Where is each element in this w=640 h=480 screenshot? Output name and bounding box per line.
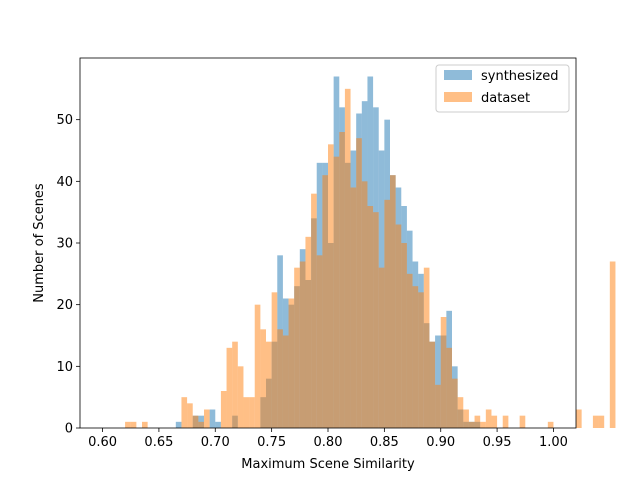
bar-dataset-58: [429, 341, 436, 428]
bar-dataset-38: [316, 255, 323, 428]
legend-swatch-dataset: [444, 92, 472, 102]
y-tick-label: 0: [65, 422, 73, 437]
bar-dataset-52: [395, 224, 402, 428]
bar-dataset-34: [294, 267, 300, 428]
bar-dataset-26: [249, 397, 255, 428]
bar-dataset-16: [192, 415, 199, 428]
series-dataset: [125, 88, 616, 429]
bar-dataset-7: [142, 421, 148, 428]
bar-dataset-28: [260, 329, 266, 428]
x-tick-label: 0.60: [88, 435, 117, 450]
bar-dataset-57: [423, 267, 430, 428]
y-tick-label: 50: [56, 113, 73, 128]
bar-dataset-22: [226, 347, 233, 428]
legend: synthesized dataset: [435, 64, 570, 113]
bar-dataset-90: [609, 261, 616, 428]
x-tick-label: 0.85: [370, 435, 399, 450]
bar-dataset-71: [502, 415, 509, 428]
bar-dataset-32: [282, 335, 289, 428]
bar-dataset-56: [418, 292, 424, 428]
bar-dataset-87: [592, 415, 599, 428]
bar-dataset-27: [254, 304, 261, 428]
bar-dataset-17: [198, 421, 204, 428]
bar-dataset-45: [356, 138, 362, 429]
bar-dataset-68: [485, 409, 492, 428]
bar-dataset-39: [322, 175, 328, 428]
bar-dataset-65: [468, 421, 475, 428]
bar-dataset-40: [328, 144, 334, 428]
bar-dataset-51: [390, 175, 396, 428]
bar-dataset-48: [373, 212, 379, 428]
legend-label-dataset: dataset: [481, 91, 530, 106]
bar-dataset-4: [125, 421, 131, 428]
bar-synthesized-59: [435, 335, 441, 428]
bar-dataset-59: [435, 384, 441, 428]
bar-dataset-60: [440, 317, 447, 428]
bar-dataset-50: [384, 199, 390, 428]
bar-dataset-21: [220, 391, 227, 428]
bar-dataset-53: [401, 243, 407, 428]
bar-dataset-66: [474, 415, 481, 428]
y-tick-label: 20: [56, 298, 73, 313]
bar-dataset-47: [367, 206, 374, 428]
x-tick-label: 0.75: [257, 435, 286, 450]
bar-dataset-30: [271, 292, 278, 428]
bar-dataset-18: [204, 409, 210, 428]
x-tick-label: 0.80: [314, 435, 343, 450]
bar-dataset-62: [452, 378, 458, 428]
legend-label-synthesized: synthesized: [481, 69, 559, 84]
bar-dataset-44: [350, 187, 357, 428]
bar-synthesized-19: [209, 409, 216, 428]
bar-dataset-63: [457, 397, 464, 428]
legend-swatch-synthesized: [444, 70, 472, 80]
y-tick-label: 10: [56, 360, 73, 375]
bar-dataset-5: [130, 421, 137, 428]
y-tick-label: 40: [56, 175, 73, 190]
bar-dataset-41: [333, 156, 340, 429]
bar-dataset-37: [311, 193, 317, 428]
bar-dataset-33: [288, 298, 295, 428]
x-tick-label: 0.65: [144, 435, 173, 450]
x-tick-label: 0.95: [483, 435, 512, 450]
bar-dataset-23: [232, 341, 238, 428]
bar-dataset-24: [237, 366, 244, 428]
bar-dataset-74: [519, 415, 526, 428]
bar-dataset-67: [480, 421, 486, 428]
y-tick-label: 30: [56, 237, 73, 252]
x-tick-label: 0.70: [201, 435, 230, 450]
x-axis-label: Maximum Scene Similarity: [241, 457, 415, 472]
bar-dataset-31: [277, 329, 283, 428]
bar-synthesized-13: [175, 421, 182, 428]
bar-dataset-14: [181, 397, 188, 428]
bar-dataset-84: [576, 409, 582, 428]
bar-dataset-43: [344, 88, 351, 428]
bar-dataset-64: [463, 409, 469, 428]
bar-dataset-42: [339, 132, 345, 428]
x-tick-label: 1.00: [539, 435, 568, 450]
bar-synthesized-20: [215, 421, 221, 428]
bar-dataset-25: [243, 397, 250, 428]
bar-dataset-46: [361, 181, 368, 428]
bar-dataset-35: [299, 261, 306, 428]
bar-dataset-88: [598, 415, 605, 428]
y-axis-label: Number of Scenes: [32, 183, 47, 303]
bar-dataset-69: [491, 415, 498, 428]
bar-dataset-79: [547, 421, 554, 428]
bar-dataset-15: [187, 403, 193, 428]
bar-dataset-54: [406, 273, 413, 428]
bars-layer: [125, 76, 616, 429]
bar-dataset-36: [305, 236, 312, 428]
x-axis-ticks: 0.60 0.65 0.70 0.75 0.80 0.85 0.90 0.95 1.00: [88, 428, 568, 450]
axes-frame: [79, 57, 577, 429]
bar-dataset-55: [412, 286, 419, 428]
x-tick-label: 0.90: [426, 435, 455, 450]
bar-dataset-49: [378, 267, 385, 428]
bar-dataset-61: [446, 347, 452, 428]
y-axis-ticks: 0 10 20 30 40 50: [56, 113, 80, 437]
bar-dataset-29: [266, 341, 272, 428]
